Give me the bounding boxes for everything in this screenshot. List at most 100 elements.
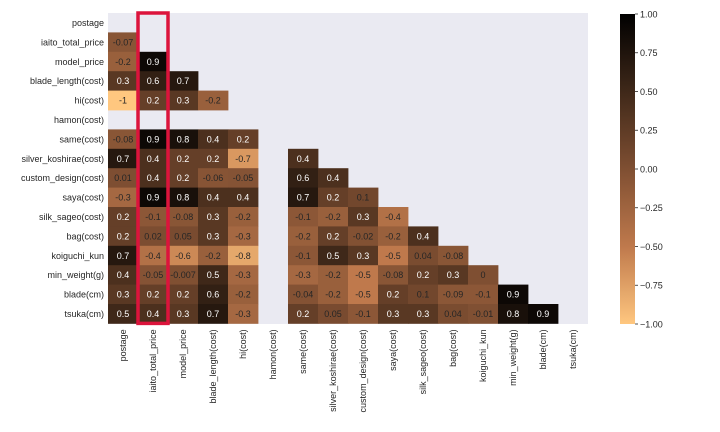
heatmap-cell xyxy=(408,226,439,247)
cell-value-label: 0.4 xyxy=(237,193,250,203)
cell-value-label: 0.6 xyxy=(207,290,220,300)
cell-value-label: 0.4 xyxy=(147,154,160,164)
row-tick-label: silk_sageo(cost) xyxy=(39,212,104,222)
heatmap-cell xyxy=(348,187,379,208)
cell-value-label: -0.05 xyxy=(233,173,254,183)
column-tick-label: custom_design(cost) xyxy=(358,329,368,412)
heatmap-cell xyxy=(108,90,139,111)
cell-value-label: 0.2 xyxy=(387,290,400,300)
cell-value-label: -0.06 xyxy=(203,173,224,183)
cell-value-label: 0.9 xyxy=(147,134,160,144)
cell-value-label: 0.8 xyxy=(177,193,190,203)
heatmap-cell xyxy=(228,304,259,324)
cell-value-label: 0.4 xyxy=(417,231,430,241)
cell-value-label: 0.6 xyxy=(147,76,160,86)
cell-value-label: -0.08 xyxy=(173,212,194,222)
cell-value-label: 0.9 xyxy=(147,193,160,203)
cell-value-label: 0.3 xyxy=(117,76,130,86)
heatmap-cell xyxy=(288,187,319,208)
cell-value-label: 0.7 xyxy=(117,251,130,261)
heatmap-cell xyxy=(168,129,199,150)
colorbar-tick-label: −0.50 xyxy=(640,242,663,252)
cell-value-label: 0.3 xyxy=(387,309,400,319)
highlight-column-box xyxy=(136,11,170,326)
heatmap-cell xyxy=(318,304,349,324)
cell-value-label: -0.5 xyxy=(355,270,371,280)
column-tick-label: koiguchi_kun xyxy=(478,329,488,382)
heatmap-cell xyxy=(348,265,379,285)
cell-value-label: 0.3 xyxy=(417,309,430,319)
cell-value-label: 0.2 xyxy=(207,154,220,164)
cell-value-label: 0.2 xyxy=(297,309,310,319)
heatmap-cell xyxy=(198,90,229,111)
cell-value-label: 0.2 xyxy=(417,270,430,280)
row-tick-label: blade_length(cost) xyxy=(30,76,104,86)
cell-value-label: -0.08 xyxy=(383,270,404,280)
cell-value-label: 0.7 xyxy=(117,154,130,164)
row-tick-label: tsuka(cm) xyxy=(64,309,104,319)
cell-value-label: -0.04 xyxy=(293,290,314,300)
row-tick-label: custom_design(cost) xyxy=(21,173,104,183)
heatmap-cell xyxy=(198,207,229,227)
cell-value-label: 0.4 xyxy=(147,309,160,319)
heatmap-cell xyxy=(498,284,529,305)
row-tick-label: hamon(cost) xyxy=(54,115,104,125)
column-tick-label: model_price xyxy=(178,329,188,378)
heatmap-cell xyxy=(378,265,409,285)
row-tick-label: postage xyxy=(72,18,104,28)
column-tick-label: blade(cm) xyxy=(538,329,548,369)
heatmap-cell xyxy=(348,207,379,227)
heatmap-cell xyxy=(168,71,199,91)
colorbar-tick-label: 0.25 xyxy=(640,126,658,136)
cell-value-label: 0.7 xyxy=(207,309,220,319)
heatmap-cell xyxy=(228,207,259,227)
cell-value-label: -0.7 xyxy=(235,154,251,164)
heatmap-cell xyxy=(168,245,199,266)
cell-value-label: -0.1 xyxy=(145,212,161,222)
cell-value-label: 0.9 xyxy=(147,57,160,67)
heatmap-cell xyxy=(228,284,259,305)
heatmap-cell xyxy=(438,245,469,266)
cell-value-label: 0.2 xyxy=(327,231,340,241)
cell-value-label: -0.2 xyxy=(325,212,341,222)
cell-value-label: 0.3 xyxy=(357,251,370,261)
cell-value-label: -0.3 xyxy=(235,270,251,280)
heatmap-cell xyxy=(318,187,349,208)
heatmap-cell xyxy=(198,284,229,305)
heatmap-cell xyxy=(108,148,139,169)
cell-value-label: 0.4 xyxy=(297,154,310,164)
row-tick-label: bag(cost) xyxy=(66,231,104,241)
heatmap-cell xyxy=(138,265,169,285)
heatmap-cell xyxy=(138,168,169,188)
heatmap-cell xyxy=(228,168,259,188)
cell-value-label: 0.2 xyxy=(327,193,340,203)
colorbar xyxy=(620,14,635,324)
cell-value-label: -0.3 xyxy=(295,270,311,280)
cell-value-label: 0.2 xyxy=(177,173,190,183)
heatmap-cell xyxy=(228,245,259,266)
heatmap-cell xyxy=(168,226,199,247)
column-labels: postage iaito_total_price model_price blade… xyxy=(118,329,578,412)
heatmap-cell xyxy=(138,245,169,266)
heatmap-cell xyxy=(318,226,349,247)
heatmap-cell xyxy=(108,32,139,53)
cell-value-label: -0.1 xyxy=(355,309,371,319)
cell-value-label: -0.3 xyxy=(235,231,251,241)
cell-value-label: 0.3 xyxy=(177,96,190,106)
heatmap-cell xyxy=(348,245,379,266)
heatmap-cell xyxy=(288,168,319,188)
heatmap-cell xyxy=(168,168,199,188)
heatmap-cell xyxy=(228,187,259,208)
heatmap-cell xyxy=(108,168,139,188)
column-tick-label: hi(cost) xyxy=(238,329,248,359)
heatmap-cell xyxy=(408,245,439,266)
column-tick-label: hamon(cost) xyxy=(268,329,278,379)
cell-value-label: -0.5 xyxy=(355,290,371,300)
cell-value-label: 0.4 xyxy=(147,173,160,183)
cell-value-label: 0.7 xyxy=(177,76,190,86)
row-tick-label: silver_koshirae(cost) xyxy=(21,154,104,164)
row-tick-label: saya(cost) xyxy=(62,193,104,203)
cell-value-label: 0.1 xyxy=(417,290,430,300)
cell-value-label: -1 xyxy=(119,96,127,106)
